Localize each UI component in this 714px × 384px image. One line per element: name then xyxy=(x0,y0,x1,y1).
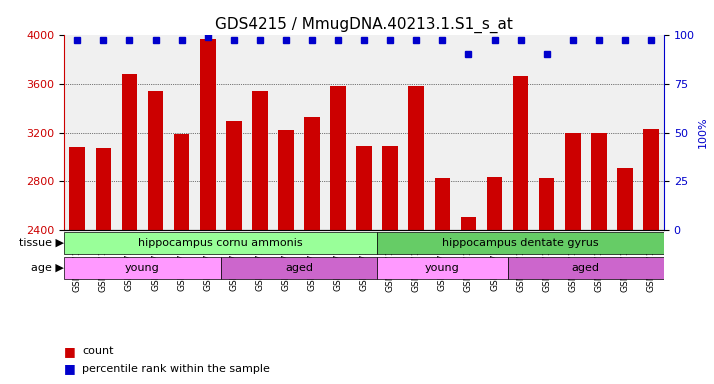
Bar xyxy=(331,86,346,384)
Bar xyxy=(148,91,164,384)
Bar xyxy=(461,217,476,384)
FancyBboxPatch shape xyxy=(64,232,377,254)
Text: aged: aged xyxy=(285,263,313,273)
Title: GDS4215 / MmugDNA.40213.1.S1_s_at: GDS4215 / MmugDNA.40213.1.S1_s_at xyxy=(215,17,513,33)
Bar xyxy=(513,76,528,384)
Text: hippocampus cornu ammonis: hippocampus cornu ammonis xyxy=(139,238,303,248)
Bar xyxy=(643,129,659,384)
Bar xyxy=(304,117,320,384)
Text: ■: ■ xyxy=(64,362,76,375)
Bar xyxy=(200,40,216,384)
Bar xyxy=(226,121,241,384)
Bar xyxy=(539,178,555,384)
Text: ■: ■ xyxy=(64,345,76,358)
FancyBboxPatch shape xyxy=(221,257,377,279)
Bar xyxy=(383,146,398,384)
Bar xyxy=(617,168,633,384)
Bar xyxy=(252,91,268,384)
Bar xyxy=(565,132,580,384)
Bar xyxy=(278,130,293,384)
Bar xyxy=(174,134,189,384)
FancyBboxPatch shape xyxy=(377,232,664,254)
Bar xyxy=(591,132,607,384)
Y-axis label: 100%: 100% xyxy=(698,117,708,148)
FancyBboxPatch shape xyxy=(64,257,221,279)
Bar xyxy=(121,74,137,384)
FancyBboxPatch shape xyxy=(508,257,664,279)
Text: age ▶: age ▶ xyxy=(31,263,64,273)
Bar xyxy=(69,147,85,384)
Bar xyxy=(487,177,503,384)
Text: aged: aged xyxy=(572,263,600,273)
Bar xyxy=(435,178,451,384)
Text: tissue ▶: tissue ▶ xyxy=(19,238,64,248)
Text: young: young xyxy=(425,263,460,273)
Bar xyxy=(408,86,424,384)
Bar xyxy=(356,146,372,384)
FancyBboxPatch shape xyxy=(377,257,508,279)
Text: young: young xyxy=(125,263,160,273)
Text: hippocampus dentate gyrus: hippocampus dentate gyrus xyxy=(442,238,599,248)
Bar xyxy=(96,149,111,384)
Text: count: count xyxy=(82,346,114,356)
Text: percentile rank within the sample: percentile rank within the sample xyxy=(82,364,270,374)
